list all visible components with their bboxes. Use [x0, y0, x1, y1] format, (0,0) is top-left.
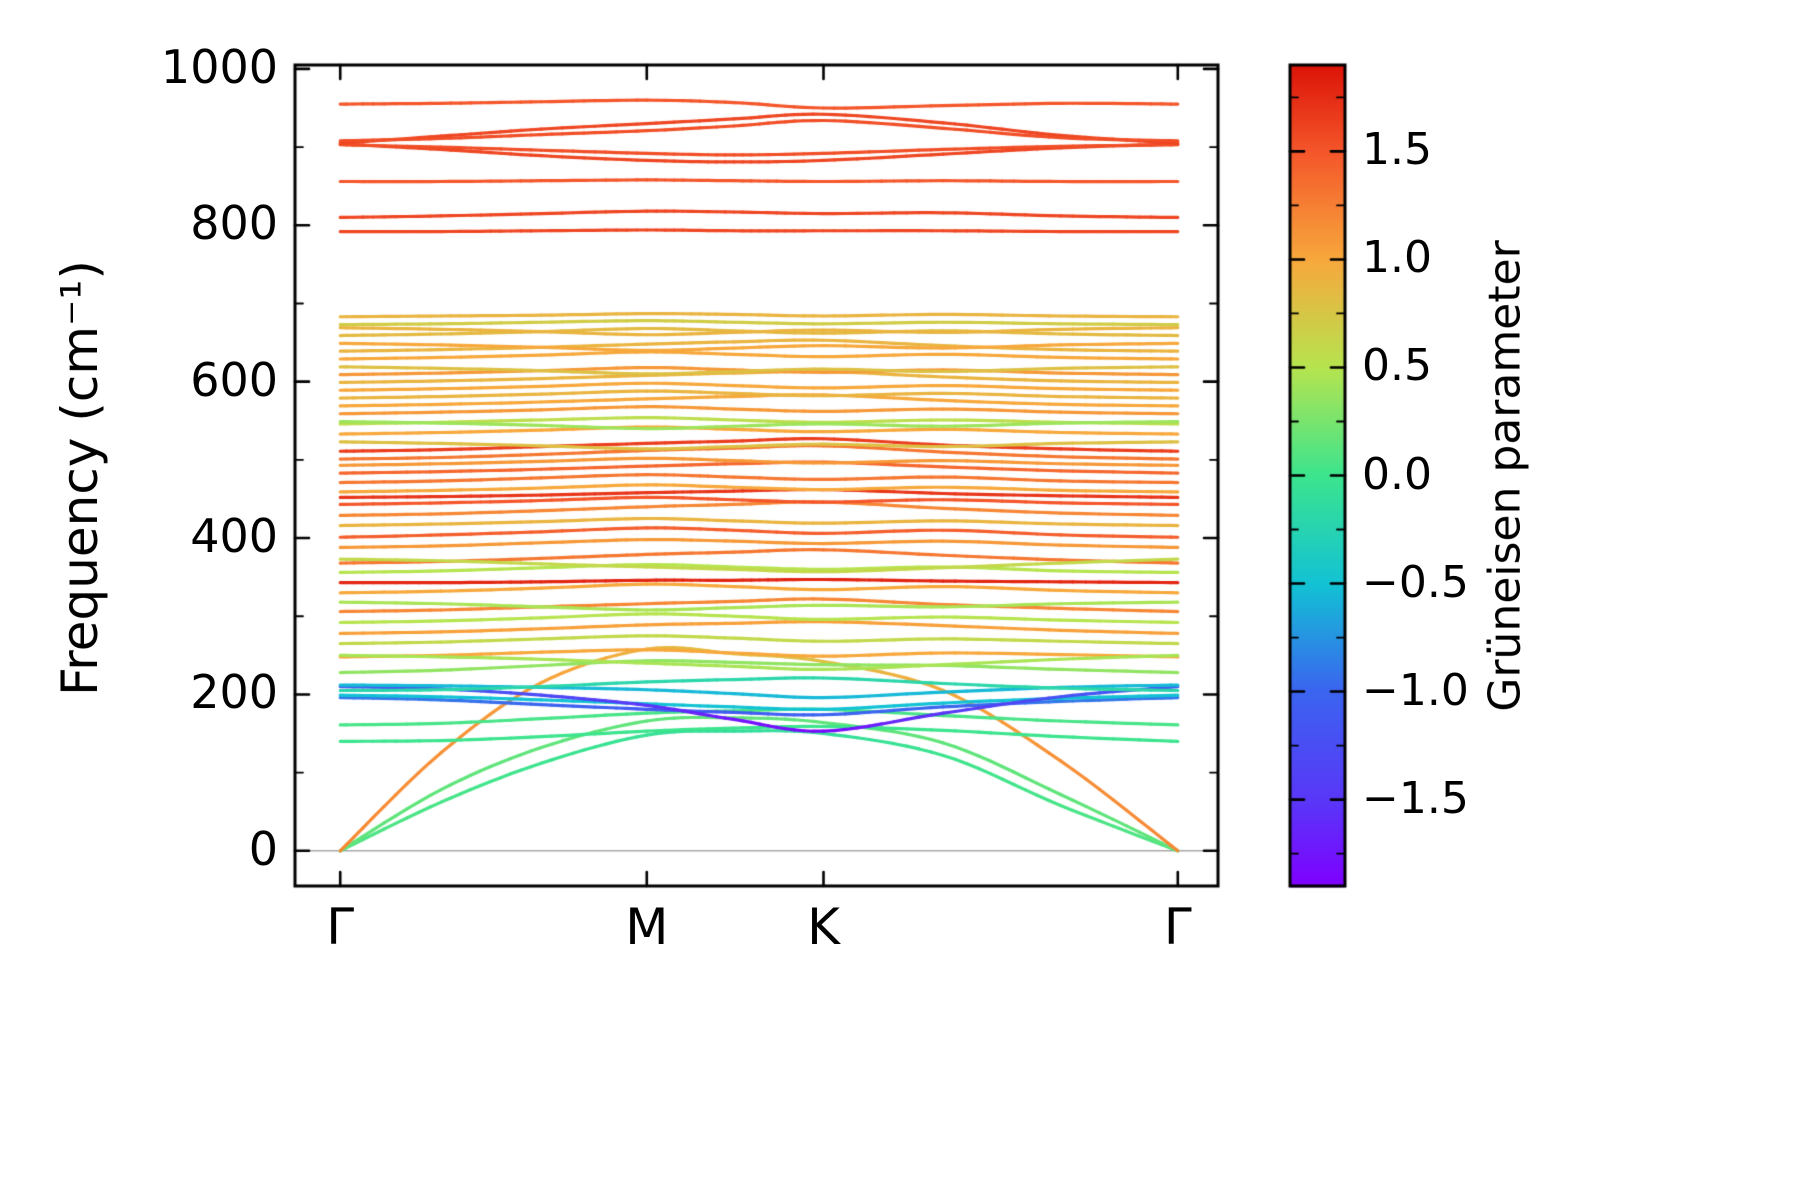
- colorbar-tick-label: −1.5: [1362, 772, 1469, 824]
- y-tick-label: 800: [190, 196, 278, 251]
- y-tick-label: 0: [248, 821, 278, 876]
- x-tick-label: Γ: [326, 898, 355, 956]
- x-tick-label: K: [807, 898, 840, 956]
- x-tick-label: M: [625, 898, 669, 956]
- colorbar-tick-label: 1.0: [1362, 232, 1432, 284]
- colorbar-tick-label: 0.0: [1362, 448, 1432, 500]
- colorbar-label: Grüneisen parameter: [1479, 240, 1531, 712]
- y-tick-label: 400: [190, 509, 278, 564]
- colorbar-tick-label: 1.5: [1362, 124, 1432, 176]
- y-axis-label: Frequency (cm⁻¹): [51, 260, 109, 696]
- x-tick-label: Γ: [1163, 898, 1192, 956]
- colorbar-tick-label: 0.5: [1362, 340, 1432, 392]
- y-tick-label: 200: [190, 665, 278, 720]
- colorbar-tick-label: −0.5: [1362, 556, 1469, 608]
- y-tick-label: 600: [190, 352, 278, 407]
- colorbar-tick-label: −1.0: [1362, 664, 1469, 716]
- y-tick-label: 1000: [160, 40, 278, 95]
